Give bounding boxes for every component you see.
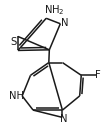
- Text: N: N: [61, 18, 68, 28]
- Text: N: N: [60, 114, 67, 124]
- Text: F: F: [95, 70, 101, 80]
- Text: S: S: [11, 37, 17, 47]
- Text: NH: NH: [9, 91, 24, 101]
- Text: NH$_2$: NH$_2$: [44, 4, 64, 17]
